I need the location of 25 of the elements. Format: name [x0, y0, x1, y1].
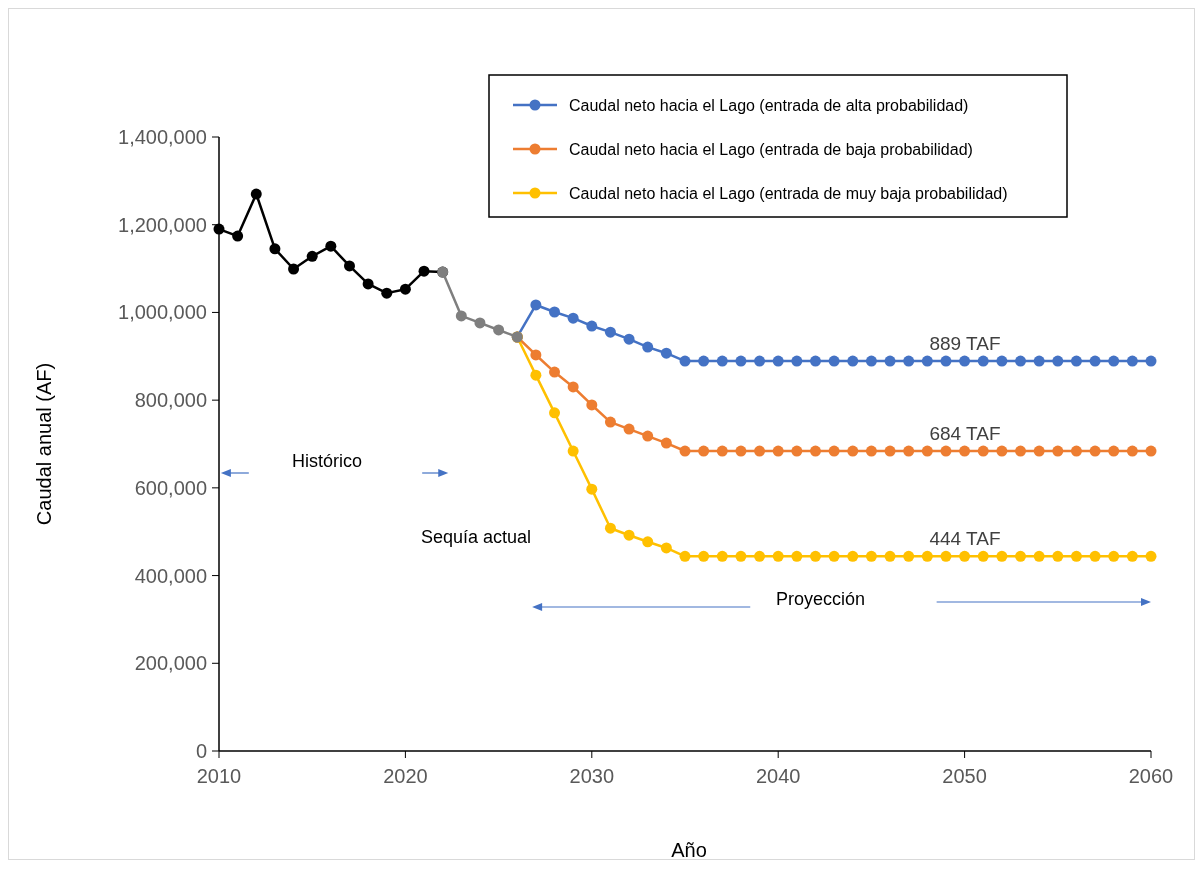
y-tick-label: 200,000	[134, 652, 207, 675]
legend-label: Caudal neto hacia el Lago (entrada de muy baja probabilidad)	[569, 184, 1008, 202]
x-tick-label: 2010	[196, 765, 242, 787]
x-tick-label: 2060	[1128, 765, 1174, 787]
legend-label: Caudal neto hacia el Lago (entrada de baja probabilidad)	[569, 140, 973, 158]
y-axis-title: Caudal anual (AF)	[33, 362, 55, 526]
y-tick-label: 600,000	[134, 476, 207, 499]
annotation: 684 TAF	[929, 422, 1001, 444]
annotation: Sequía actual	[421, 527, 532, 548]
y-tick-label: 1,200,000	[118, 213, 207, 236]
legend-label: Caudal neto hacia el Lago (entrada de alta probabilidad)	[569, 96, 969, 114]
x-tick-label: 2030	[569, 765, 615, 787]
x-tick-label: 2020	[383, 765, 428, 787]
y-tick-label: 1,000,000	[118, 301, 207, 324]
annotation: Proyección	[776, 589, 866, 610]
y-tick-label: 1,400,000	[118, 126, 207, 148]
annotation: 889 TAF	[929, 332, 1001, 354]
y-tick-label: 800,000	[134, 389, 207, 412]
x-axis-title: Año	[671, 839, 707, 861]
annotation: 444 TAF	[929, 527, 1001, 549]
y-tick-label: 0	[195, 740, 207, 762]
annotation: Histórico	[292, 451, 363, 472]
x-tick-label: 2040	[755, 765, 801, 787]
x-tick-label: 2050	[942, 765, 987, 787]
y-tick-label: 400,000	[134, 564, 207, 587]
